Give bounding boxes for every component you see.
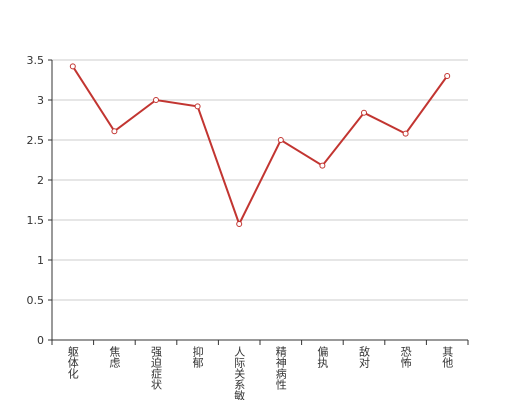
point <box>194 103 201 110</box>
x-tick-label: 焦虑 <box>108 346 121 368</box>
x-tick-label: 强迫症状 <box>150 346 163 390</box>
y-tick-label: 1.5 <box>27 214 45 227</box>
y-tick-label: 0.5 <box>27 294 45 307</box>
x-tick-label: 人际关系敏感 <box>233 346 246 400</box>
y-tick-label: 3 <box>37 94 44 107</box>
y-tick-label: 3.5 <box>27 54 45 67</box>
x-tick-label: 抑郁 <box>191 345 204 368</box>
point <box>277 137 284 143</box>
x-tick-label: 恐怖 <box>399 346 412 368</box>
x-tick-label: 敌对 <box>358 345 371 368</box>
y-tick-label: 0 <box>37 334 44 347</box>
x-tick-label: 躯体化 <box>66 346 79 380</box>
x-tick-label: 精神病性 <box>274 346 287 391</box>
point <box>69 63 76 70</box>
point <box>361 109 367 116</box>
y-tick-label: 2 <box>37 174 44 187</box>
point <box>444 73 451 79</box>
point <box>153 97 159 103</box>
point <box>236 221 243 227</box>
x-tick-label: 偏执 <box>316 345 329 369</box>
x-tick-label: 其他 <box>441 346 454 368</box>
y-tick-label: 1 <box>37 254 44 267</box>
point <box>319 162 326 169</box>
y-tick-label: 2.5 <box>27 134 45 147</box>
point <box>111 128 118 135</box>
point <box>402 130 409 137</box>
line <box>71 65 449 227</box>
